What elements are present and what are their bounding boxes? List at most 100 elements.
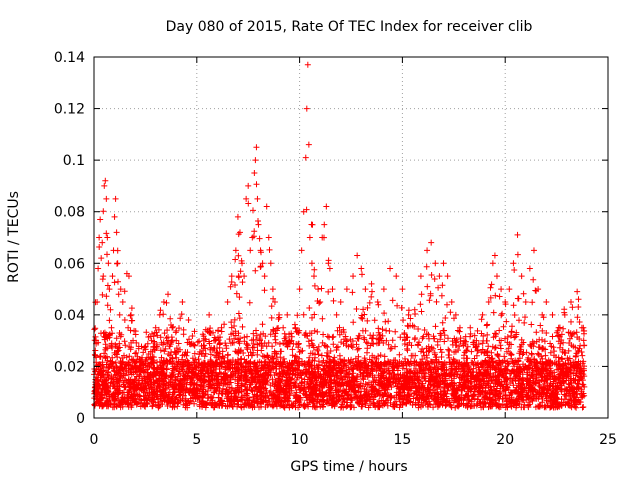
plot-frame bbox=[93, 56, 609, 419]
data-point bbox=[232, 247, 239, 254]
data-point bbox=[263, 203, 270, 210]
data-point bbox=[106, 286, 113, 293]
x-tick-label: 0 bbox=[90, 432, 99, 448]
data-point bbox=[112, 195, 119, 202]
data-point bbox=[305, 141, 312, 148]
data-point bbox=[292, 324, 299, 331]
data-point bbox=[530, 247, 537, 254]
x-axis-label: GPS time / hours bbox=[290, 459, 407, 475]
data-point bbox=[561, 311, 568, 318]
data-point bbox=[224, 298, 231, 305]
data-point bbox=[132, 350, 139, 357]
data-point bbox=[522, 298, 529, 305]
data-point bbox=[102, 177, 109, 184]
data-point bbox=[100, 273, 107, 280]
data-point bbox=[417, 273, 424, 280]
data-point bbox=[243, 195, 250, 202]
data-point bbox=[236, 229, 243, 236]
data-point bbox=[257, 247, 264, 254]
data-point bbox=[179, 298, 186, 305]
data-point bbox=[105, 260, 112, 267]
data-point bbox=[288, 337, 295, 344]
data-point bbox=[343, 286, 350, 293]
grid bbox=[94, 57, 608, 418]
x-tick-label: 20 bbox=[496, 432, 514, 448]
data-point bbox=[319, 234, 326, 241]
data-point bbox=[580, 324, 587, 331]
data-point bbox=[493, 273, 500, 280]
data-point bbox=[329, 286, 336, 293]
data-point bbox=[269, 286, 276, 293]
data-point bbox=[115, 291, 122, 298]
data-point bbox=[440, 260, 447, 267]
data-point bbox=[321, 221, 328, 228]
data-point bbox=[539, 311, 546, 318]
data-point bbox=[374, 298, 381, 305]
data-point bbox=[212, 337, 219, 344]
data-point bbox=[156, 311, 163, 318]
data-point bbox=[491, 252, 498, 259]
data-point bbox=[110, 247, 117, 254]
data-point bbox=[498, 286, 505, 293]
data-point bbox=[300, 208, 307, 215]
data-point bbox=[510, 260, 517, 267]
data-point bbox=[543, 298, 550, 305]
data-point bbox=[574, 288, 581, 295]
data-point bbox=[428, 239, 435, 246]
data-point bbox=[280, 324, 287, 331]
dense-data-band bbox=[91, 181, 588, 411]
data-point bbox=[358, 265, 365, 272]
y-tick-label: 0.02 bbox=[54, 359, 85, 375]
data-point bbox=[362, 286, 369, 293]
data-point bbox=[354, 252, 361, 259]
data-point bbox=[405, 311, 412, 318]
data-point bbox=[448, 298, 455, 305]
data-point bbox=[506, 286, 513, 293]
data-point bbox=[502, 298, 509, 305]
data-point bbox=[239, 260, 246, 267]
data-point bbox=[549, 311, 556, 318]
data-point bbox=[254, 195, 261, 202]
data-point bbox=[323, 203, 330, 210]
data-point bbox=[368, 280, 375, 287]
data-point bbox=[424, 247, 431, 254]
y-tick-label: 0.14 bbox=[54, 50, 85, 66]
data-point bbox=[337, 298, 344, 305]
data-point bbox=[241, 273, 248, 280]
data-point bbox=[96, 234, 103, 241]
data-point bbox=[98, 255, 105, 262]
data-point bbox=[271, 298, 278, 305]
data-point bbox=[265, 234, 272, 241]
x-tick-label: 10 bbox=[291, 432, 309, 448]
data-point bbox=[99, 239, 106, 246]
data-point bbox=[165, 291, 172, 298]
data-point bbox=[97, 216, 104, 223]
data-point bbox=[317, 298, 324, 305]
data-point bbox=[555, 324, 562, 331]
data-point bbox=[173, 337, 180, 344]
data-point bbox=[310, 273, 317, 280]
data-point bbox=[485, 298, 492, 305]
data-point bbox=[121, 317, 128, 324]
axis-ticks: 0 5 10 15 20 25 0 0.02 0.04 0.06 0.08 0.1 0.12 0.14 bbox=[54, 50, 617, 448]
data-points bbox=[92, 61, 587, 391]
y-tick-label: 0.06 bbox=[54, 256, 85, 272]
data-point bbox=[452, 311, 459, 318]
data-point bbox=[142, 358, 149, 365]
x-tick-label: 15 bbox=[393, 432, 411, 448]
data-point bbox=[152, 324, 159, 331]
data-point bbox=[350, 273, 357, 280]
data-point bbox=[247, 247, 254, 254]
data-point bbox=[253, 144, 260, 151]
data-point bbox=[284, 311, 291, 318]
data-point bbox=[206, 311, 213, 318]
data-point bbox=[473, 337, 480, 344]
data-point bbox=[249, 234, 256, 241]
dense-marker-cloud bbox=[91, 181, 588, 411]
data-point bbox=[191, 342, 198, 349]
data-point bbox=[380, 286, 387, 293]
data-point bbox=[387, 265, 394, 272]
data-point bbox=[333, 311, 340, 318]
data-point bbox=[306, 234, 313, 241]
